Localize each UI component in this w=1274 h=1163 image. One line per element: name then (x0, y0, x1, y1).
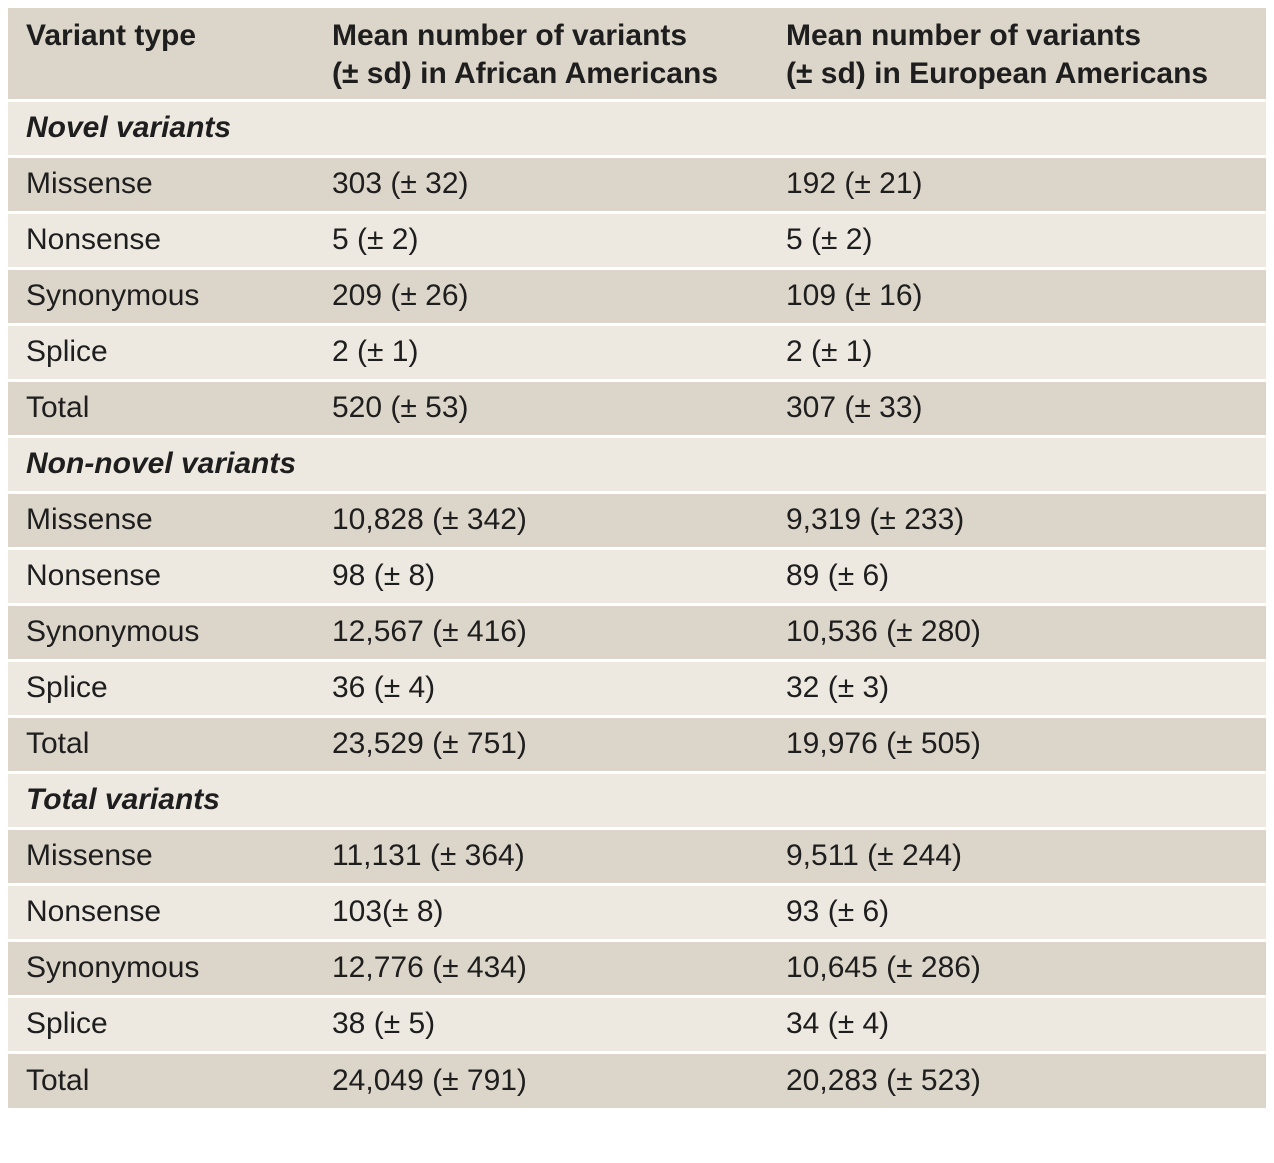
european-american-cell: 19,976 (± 505) (786, 727, 981, 760)
section-title: Total variants (26, 783, 220, 816)
european-american-cell: 93 (± 6) (786, 895, 890, 928)
variant-type-cell: Nonsense (26, 559, 162, 592)
table-row: Synonymous 209 (± 26) 109 (± 16) (8, 268, 1266, 324)
variant-type-cell: Missense (26, 839, 153, 872)
african-american-cell: 38 (± 5) (332, 1007, 436, 1040)
variants-table: Variant type Mean number of variants (± … (8, 8, 1266, 1108)
header-european-americans-line1: Mean number of variants (786, 19, 1142, 52)
table-header-row: Variant type Mean number of variants (± … (8, 8, 1266, 100)
table-row: Splice 2 (± 1) 2 (± 1) (8, 324, 1266, 380)
variant-type-cell: Nonsense (26, 895, 162, 928)
african-american-cell: 5 (± 2) (332, 223, 419, 256)
european-american-cell: 32 (± 3) (786, 671, 890, 704)
table-row: Total 23,529 (± 751) 19,976 (± 505) (8, 716, 1266, 772)
european-american-cell: 10,536 (± 280) (786, 615, 981, 648)
table-row: Synonymous 12,776 (± 434) 10,645 (± 286) (8, 940, 1266, 996)
european-american-cell: 2 (± 1) (786, 335, 873, 368)
variant-type-cell: Total (26, 391, 90, 424)
header-variant-type-label: Variant type (26, 19, 197, 52)
table-row: Splice 38 (± 5) 34 (± 4) (8, 996, 1266, 1052)
table-row: Missense 10,828 (± 342) 9,319 (± 233) (8, 492, 1266, 548)
african-american-cell: 11,131 (± 364) (332, 839, 525, 872)
header-variant-type: Variant type (8, 8, 314, 100)
african-american-cell: 209 (± 26) (332, 279, 469, 312)
variant-type-cell: Missense (26, 503, 153, 536)
variant-type-cell: Splice (26, 335, 108, 368)
section-title: Novel variants (26, 111, 232, 144)
header-african-americans: Mean number of variants (± sd) in Africa… (314, 8, 768, 100)
variant-type-cell: Synonymous (26, 279, 200, 312)
section-row-novel: Novel variants (8, 100, 1266, 156)
section-title: Non-novel variants (26, 447, 297, 480)
variant-type-cell: Total (26, 727, 90, 760)
african-american-cell: 103(± 8) (332, 895, 444, 928)
table-row: Synonymous 12,567 (± 416) 10,536 (± 280) (8, 604, 1266, 660)
table-row: Splice 36 (± 4) 32 (± 3) (8, 660, 1266, 716)
european-american-cell: 89 (± 6) (786, 559, 890, 592)
african-american-cell: 10,828 (± 342) (332, 503, 527, 536)
table-row: Nonsense 98 (± 8) 89 (± 6) (8, 548, 1266, 604)
variant-type-cell: Nonsense (26, 223, 162, 256)
variant-type-cell: Splice (26, 671, 108, 704)
header-european-americans: Mean number of variants (± sd) in Europe… (768, 8, 1266, 100)
african-american-cell: 12,776 (± 434) (332, 951, 527, 984)
african-american-cell: 98 (± 8) (332, 559, 436, 592)
european-american-cell: 307 (± 33) (786, 391, 923, 424)
african-american-cell: 36 (± 4) (332, 671, 436, 704)
variant-type-cell: Total (26, 1063, 90, 1097)
section-row-total: Total variants (8, 772, 1266, 828)
section-row-non-novel: Non-novel variants (8, 436, 1266, 492)
table-row: Total 520 (± 53) 307 (± 33) (8, 380, 1266, 436)
african-american-cell: 23,529 (± 751) (332, 727, 527, 760)
european-american-cell: 192 (± 21) (786, 167, 923, 200)
european-american-cell: 5 (± 2) (786, 223, 873, 256)
european-american-cell: 109 (± 16) (786, 279, 923, 312)
african-american-cell: 303 (± 32) (332, 167, 469, 200)
table-row: Nonsense 103(± 8) 93 (± 6) (8, 884, 1266, 940)
variant-type-cell: Missense (26, 167, 153, 200)
african-american-cell: 24,049 (± 791) (332, 1063, 527, 1097)
header-african-americans-line1: Mean number of variants (332, 19, 688, 52)
table-row: Missense 11,131 (± 364) 9,511 (± 244) (8, 828, 1266, 884)
variant-type-cell: Synonymous (26, 615, 200, 648)
table-row: Nonsense 5 (± 2) 5 (± 2) (8, 212, 1266, 268)
header-african-americans-line2: (± sd) in African Americans (332, 57, 719, 90)
african-american-cell: 520 (± 53) (332, 391, 469, 424)
african-american-cell: 2 (± 1) (332, 335, 419, 368)
table-row: Missense 303 (± 32) 192 (± 21) (8, 156, 1266, 212)
european-american-cell: 10,645 (± 286) (786, 951, 981, 984)
variant-type-cell: Splice (26, 1007, 108, 1040)
european-american-cell: 9,511 (± 244) (786, 839, 963, 872)
header-european-americans-line2: (± sd) in European Americans (786, 57, 1209, 90)
variants-table-container: Variant type Mean number of variants (± … (8, 8, 1266, 1108)
variant-type-cell: Synonymous (26, 951, 200, 984)
table-row: Total 24,049 (± 791) 20,283 (± 523) (8, 1052, 1266, 1108)
european-american-cell: 20,283 (± 523) (786, 1063, 981, 1097)
european-american-cell: 34 (± 4) (786, 1007, 890, 1040)
african-american-cell: 12,567 (± 416) (332, 615, 527, 648)
european-american-cell: 9,319 (± 233) (786, 503, 965, 536)
